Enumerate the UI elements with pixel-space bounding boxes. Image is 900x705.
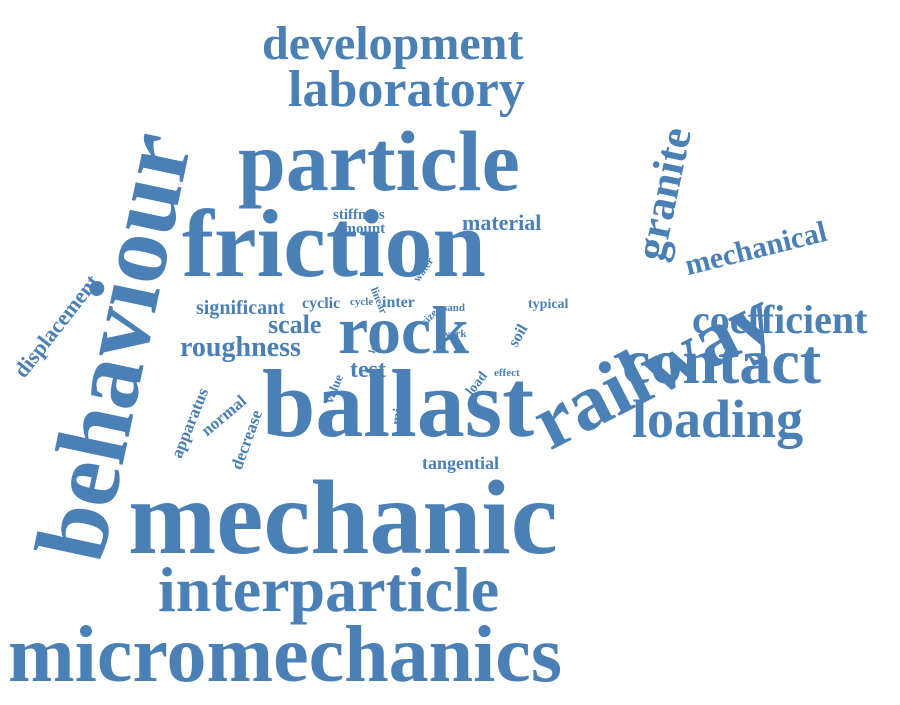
- word-mechanical: mechanical: [681, 214, 831, 283]
- word-effect: effect: [494, 367, 520, 379]
- word-micromechanics: micromechanics: [8, 611, 562, 699]
- word-typical: typical: [528, 297, 569, 312]
- word-roughness: roughness: [180, 332, 301, 363]
- word-granite: granite: [625, 122, 701, 265]
- word-cycle: cycle: [350, 296, 374, 308]
- word-significant: significant: [196, 297, 285, 319]
- word-scale: scale: [268, 310, 322, 339]
- word-rock: rock: [338, 292, 469, 368]
- word-cyclic: cyclic: [302, 295, 341, 312]
- word-amount: amount: [336, 221, 386, 237]
- word-soil: soil: [505, 321, 532, 350]
- word-coefficient: coefficient: [692, 297, 868, 342]
- word-inter: inter: [382, 294, 415, 311]
- word-loading: loading: [632, 389, 804, 449]
- word-work: work: [442, 328, 467, 340]
- word-friction: friction: [182, 190, 486, 297]
- word-particle: particle: [238, 113, 520, 209]
- word-laboratory: laboratory: [288, 61, 525, 118]
- word-interparticle: interparticle: [158, 554, 500, 625]
- word-contact: contact: [622, 326, 822, 397]
- word-tangential: tangential: [422, 453, 500, 473]
- word-material: material: [462, 210, 542, 235]
- word-ballast: ballast: [262, 350, 535, 457]
- word-mechanic: mechanic: [128, 459, 558, 576]
- word-sand: sand: [443, 302, 466, 314]
- word-development: development: [262, 17, 524, 70]
- word-test: test: [350, 357, 386, 383]
- word-stiffness: stiffness: [333, 207, 385, 223]
